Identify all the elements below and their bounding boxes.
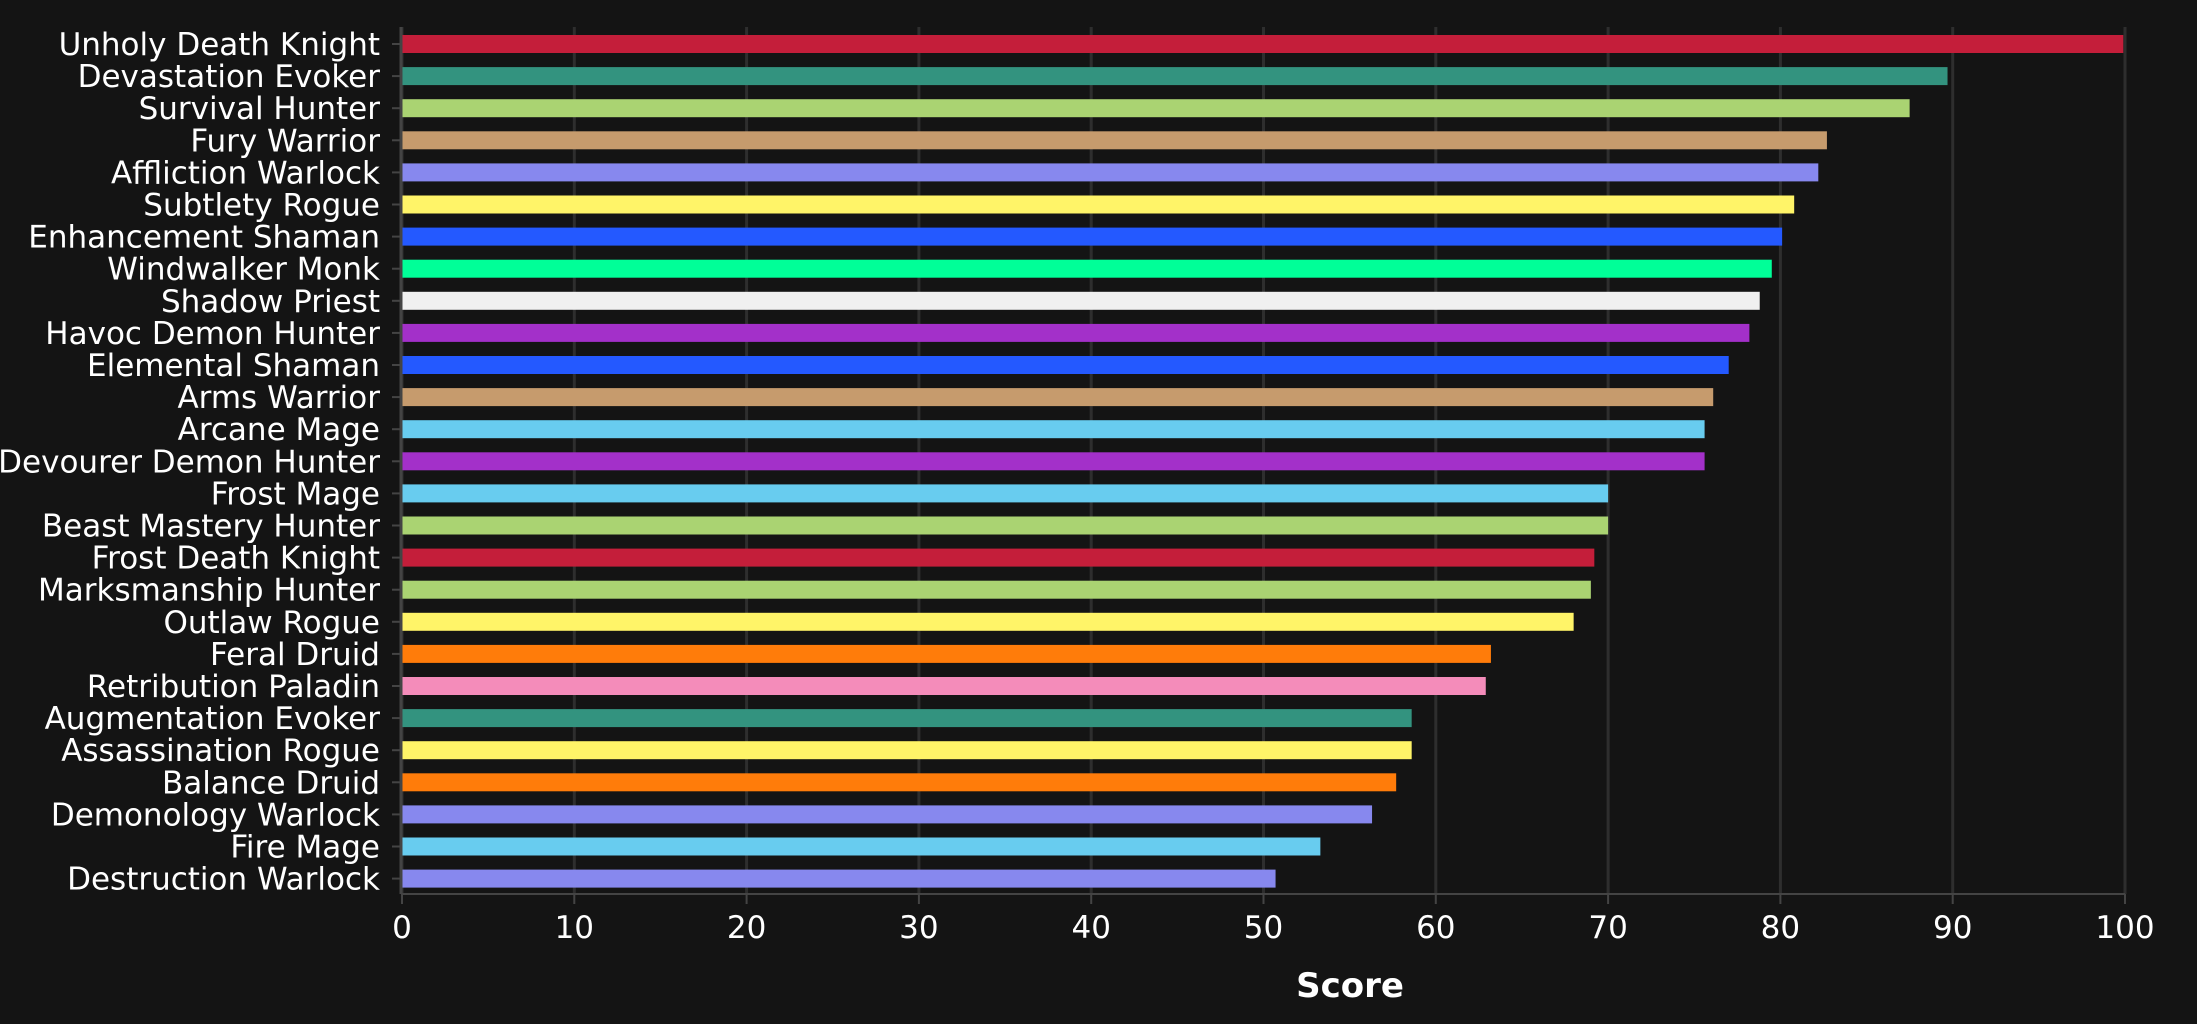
x-tick-label: 80 xyxy=(1761,910,1800,946)
category-label: Enhancement Shaman xyxy=(28,220,380,256)
category-label: Survival Hunter xyxy=(139,91,381,127)
bar xyxy=(402,259,1772,278)
bar-layer xyxy=(402,35,2124,888)
category-label: Unholy Death Knight xyxy=(59,27,380,63)
bar xyxy=(402,388,1714,407)
bar xyxy=(402,773,1397,792)
category-label: Arcane Mage xyxy=(178,412,380,448)
x-tick-label: 30 xyxy=(899,910,938,946)
x-tick-label: 0 xyxy=(392,910,412,946)
bar xyxy=(402,452,1705,471)
category-label: Subtlety Rogue xyxy=(143,188,380,224)
x-tick-label: 20 xyxy=(727,910,766,946)
x-tick-label: 40 xyxy=(1071,910,1110,946)
bar xyxy=(402,323,1750,342)
category-label: Balance Druid xyxy=(162,765,380,801)
bar xyxy=(402,67,1948,86)
x-tick-label: 100 xyxy=(2095,910,2154,946)
bar xyxy=(402,805,1373,824)
bar xyxy=(402,356,1729,374)
bar xyxy=(402,709,1412,728)
category-label: Havoc Demon Hunter xyxy=(45,316,380,352)
category-label: Frost Death Knight xyxy=(92,541,380,577)
category-label: Augmentation Evoker xyxy=(45,701,381,737)
bar xyxy=(402,612,1574,631)
category-label: Devastation Evoker xyxy=(78,59,381,95)
category-label: Arms Warrior xyxy=(177,380,380,416)
category-label: Feral Druid xyxy=(210,637,380,673)
bar xyxy=(402,227,1783,246)
bar xyxy=(402,291,1760,310)
bar xyxy=(402,548,1595,567)
bar xyxy=(402,644,1491,663)
bar xyxy=(402,837,1321,856)
category-label: Destruction Warlock xyxy=(67,862,380,898)
bar xyxy=(402,420,1705,439)
category-label: Devourer Demon Hunter xyxy=(0,444,380,480)
bar xyxy=(402,484,1609,503)
label-layer: 0 10 20 30 40 50 60 70 80 90 100 Unholy Death Knigh… xyxy=(0,27,2155,946)
x-tick-label: 90 xyxy=(1933,910,1972,946)
category-label: Fury Warrior xyxy=(190,123,380,159)
category-label: Frost Mage xyxy=(211,476,380,512)
bar xyxy=(402,131,1827,150)
axis-layer xyxy=(392,27,2126,904)
bar xyxy=(402,99,1910,118)
x-tick-label: 70 xyxy=(1588,910,1627,946)
category-label: Windwalker Monk xyxy=(107,252,380,288)
x-tick-label: 10 xyxy=(555,910,594,946)
bar xyxy=(402,163,1819,182)
bar xyxy=(402,677,1486,695)
bar xyxy=(402,580,1591,599)
category-label: Retribution Paladin xyxy=(87,669,380,705)
category-label: Elemental Shaman xyxy=(87,348,380,384)
category-label: Fire Mage xyxy=(230,830,380,866)
x-tick-label: 60 xyxy=(1416,910,1455,946)
category-label: Beast Mastery Hunter xyxy=(42,509,380,545)
bar xyxy=(402,516,1609,535)
bar xyxy=(402,741,1412,760)
category-label: Marksmanship Hunter xyxy=(38,573,380,609)
bar xyxy=(402,195,1795,214)
bar xyxy=(402,869,1276,888)
bar xyxy=(402,35,2124,53)
category-label: Demonology Warlock xyxy=(51,797,380,833)
category-label: Shadow Priest xyxy=(161,284,380,320)
x-tick-label: 50 xyxy=(1244,910,1283,946)
category-label: Outlaw Rogue xyxy=(163,605,380,641)
x-axis-title: Score xyxy=(1296,966,1404,1006)
category-label: Assassination Rogue xyxy=(61,733,380,769)
category-label: Affliction Warlock xyxy=(111,155,380,191)
